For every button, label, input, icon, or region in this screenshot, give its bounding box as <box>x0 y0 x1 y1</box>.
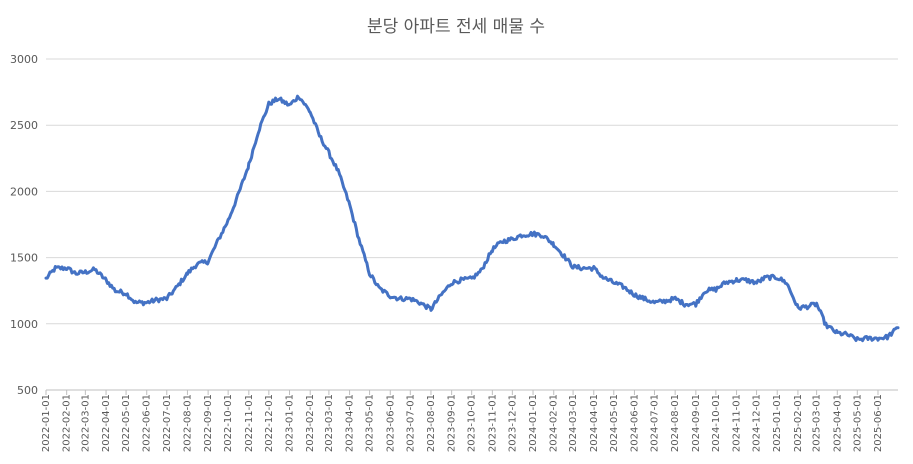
x-tick-label: 2024-05-01 <box>609 394 620 452</box>
x-tick-label: 2023-12-01 <box>507 394 518 452</box>
x-tick-label: 2023-07-01 <box>405 394 416 452</box>
y-tick-label: 1000 <box>10 318 38 331</box>
x-tick-label: 2022-08-01 <box>182 394 193 452</box>
series-line <box>44 94 900 343</box>
x-tick-label: 2025-03-01 <box>812 394 823 452</box>
x-tick-label: 2022-03-01 <box>80 394 91 452</box>
x-tick-label: 2024-07-01 <box>649 394 660 452</box>
y-tick-label: 500 <box>17 384 38 397</box>
x-tick-label: 2022-12-01 <box>264 394 275 452</box>
x-tick-label: 2022-11-01 <box>244 394 255 452</box>
y-tick-label: 1500 <box>10 252 38 265</box>
x-tick-label: 2023-08-01 <box>426 394 437 452</box>
x-tick-label: 2022-05-01 <box>121 394 132 452</box>
x-tick-label: 2024-09-01 <box>691 394 702 452</box>
x-tick-label: 2022-09-01 <box>203 394 214 452</box>
x-tick-label: 2024-06-01 <box>629 394 640 452</box>
x-tick-label: 2023-11-01 <box>487 394 498 452</box>
y-tick-label: 2500 <box>10 119 38 132</box>
x-tick-label: 2025-02-01 <box>793 394 804 452</box>
chart-title: 분당 아파트 전세 매물 수 <box>367 17 545 37</box>
grid-layer <box>46 58 898 391</box>
x-tick-label: 2024-11-01 <box>732 394 743 452</box>
x-tick-label: 2023-04-01 <box>345 394 356 452</box>
y-axis: 500 1000 1500 2000 2500 3000 <box>10 53 38 397</box>
x-tick-label: 2024-01-01 <box>528 394 539 452</box>
x-tick-label: 2023-02-01 <box>305 394 316 452</box>
x-tick-label: 2023-05-01 <box>365 394 376 452</box>
x-tick-label: 2024-02-01 <box>549 394 560 452</box>
x-tick-label: 2022-01-01 <box>41 394 52 452</box>
series-layer <box>44 94 900 343</box>
x-tick-label: 2025-04-01 <box>832 394 843 452</box>
y-tick-label: 2000 <box>10 185 38 198</box>
x-tick-label: 2023-09-01 <box>447 394 458 452</box>
x-tick-label: 2022-02-01 <box>62 394 73 452</box>
x-tick-label: 2023-06-01 <box>385 394 396 452</box>
x-tick-label: 2022-07-01 <box>162 394 173 452</box>
x-tick-label: 2024-04-01 <box>589 394 600 452</box>
x-tick-label: 2023-03-01 <box>324 394 335 452</box>
x-axis: 2022-01-01 2022-02-01 2022-03-01 2022-04-01… <box>41 390 884 452</box>
x-tick-label: 2024-08-01 <box>670 394 681 452</box>
x-tick-label: 2023-01-01 <box>285 394 296 452</box>
x-tick-label: 2025-06-01 <box>873 394 884 452</box>
x-tick-label: 2025-01-01 <box>772 394 783 452</box>
x-tick-label: 2022-04-01 <box>101 394 112 452</box>
x-tick-label: 2024-12-01 <box>752 394 763 452</box>
y-tick-label: 3000 <box>10 53 38 66</box>
x-tick-label: 2022-10-01 <box>223 394 234 452</box>
x-tick-label: 2025-05-01 <box>852 394 863 452</box>
x-tick-label: 2022-06-01 <box>142 394 153 452</box>
x-tick-label: 2024-10-01 <box>711 394 722 452</box>
x-tick-label: 2023-10-01 <box>467 394 478 452</box>
x-tick-label: 2024-03-01 <box>568 394 579 452</box>
